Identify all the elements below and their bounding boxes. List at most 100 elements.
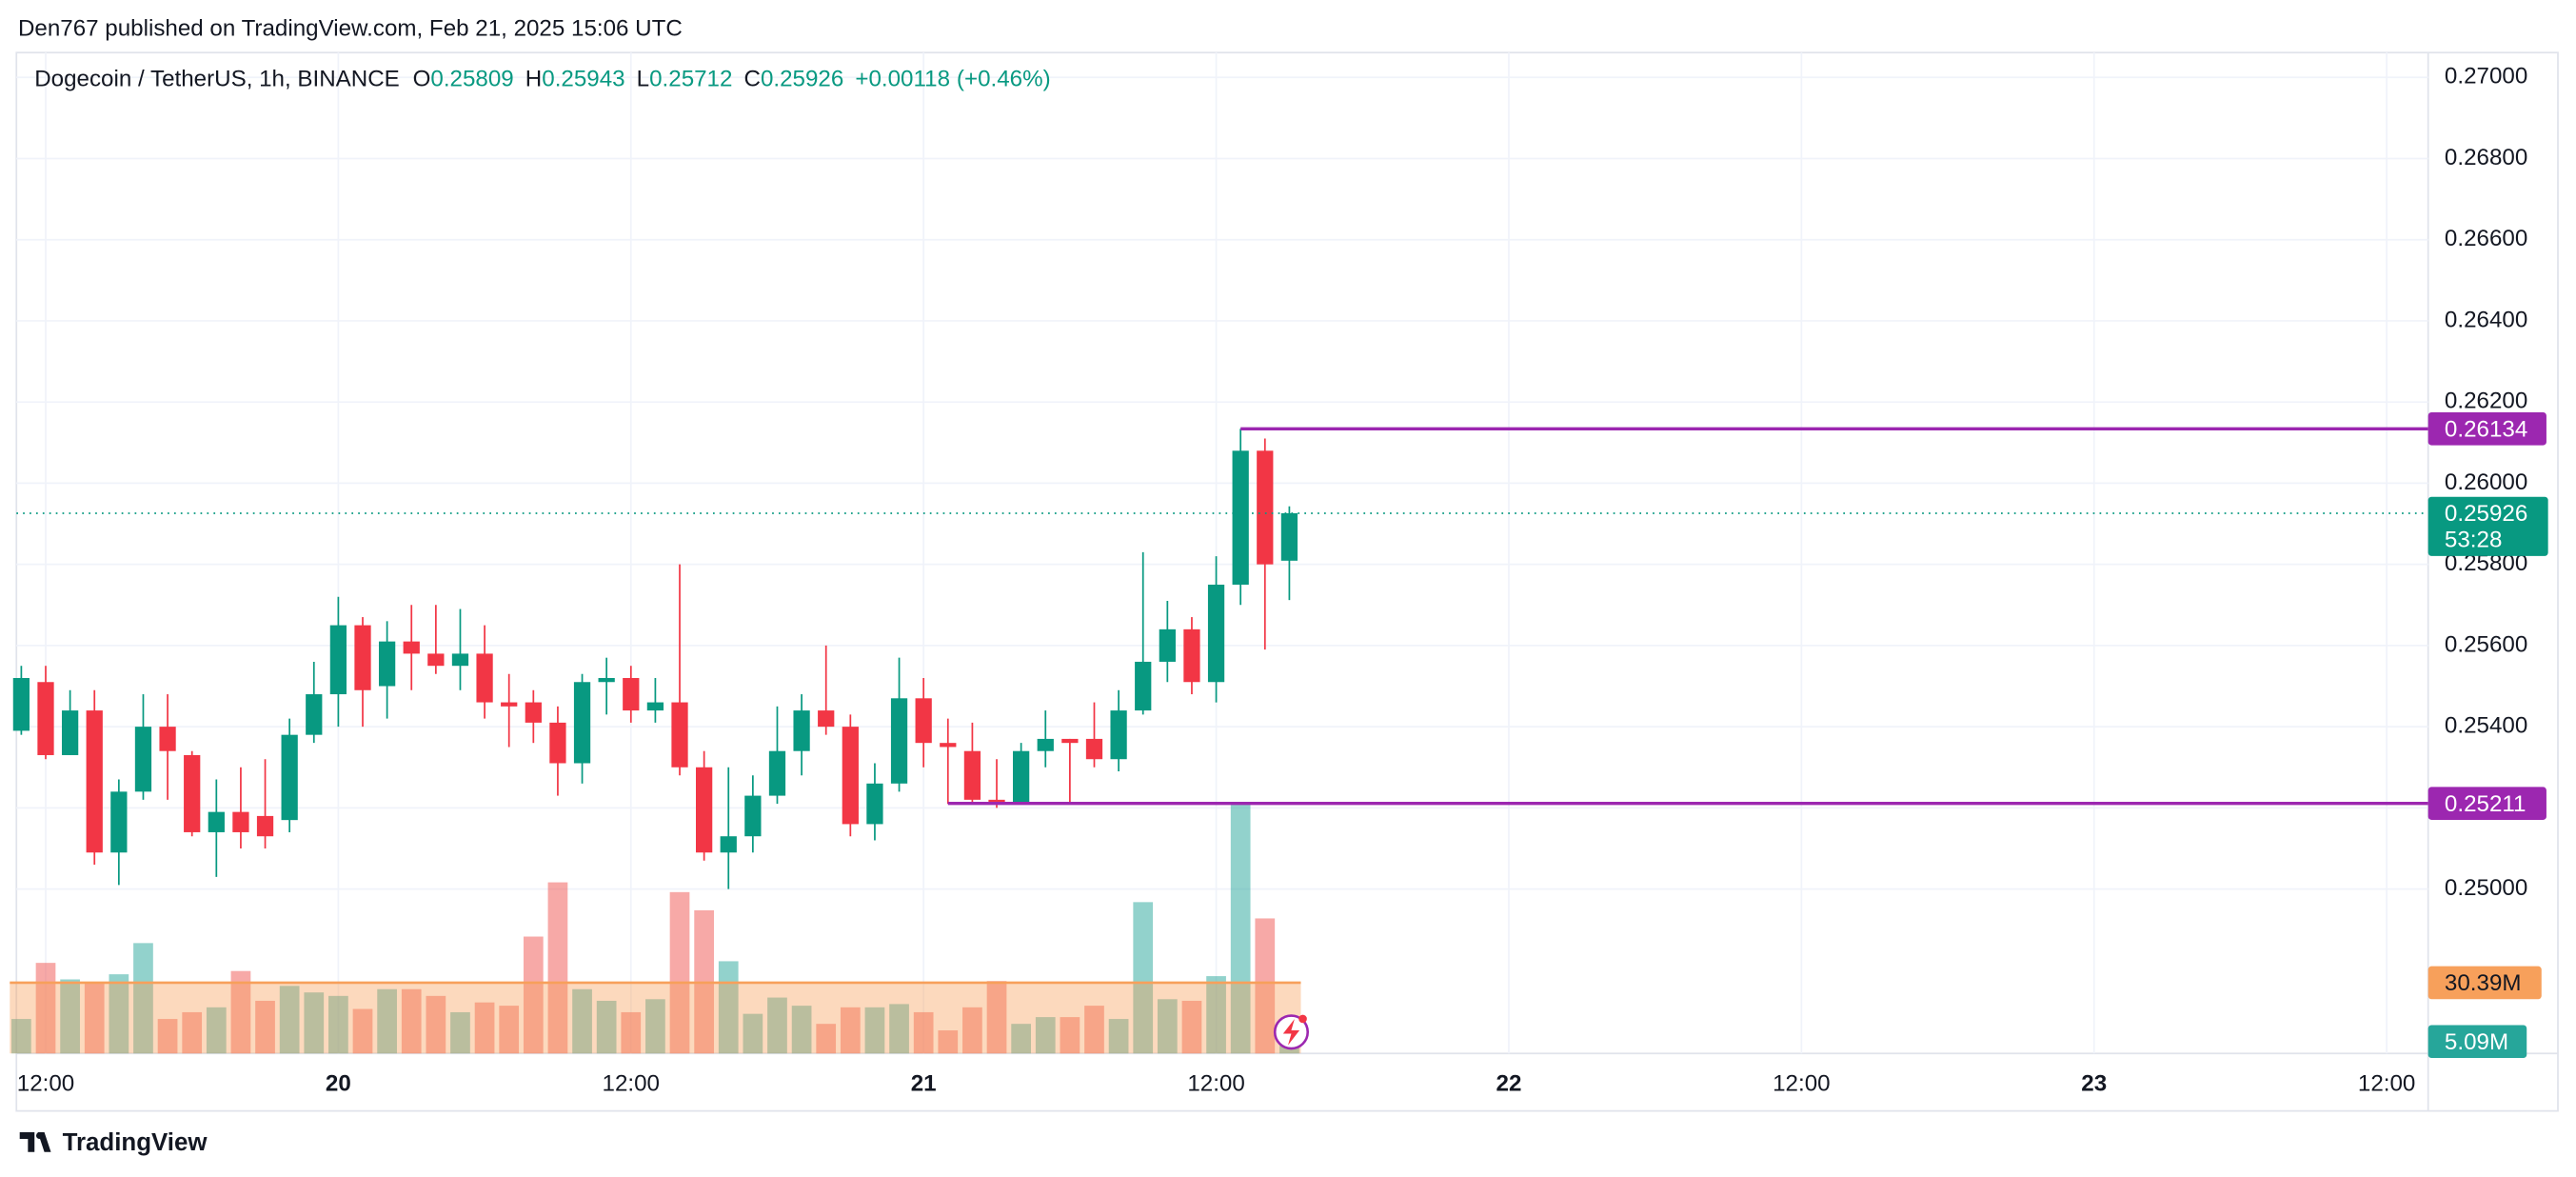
candle-body — [306, 694, 323, 735]
candle-body — [232, 811, 249, 832]
volume-bar — [328, 995, 348, 1054]
volume-bar — [669, 891, 690, 1054]
last-price-box — [2427, 496, 2548, 556]
legend-value: 0.25712 — [649, 67, 732, 92]
volume-bar — [840, 1007, 861, 1054]
legend-value: 0.25926 — [761, 67, 843, 92]
volume-bar — [499, 1006, 520, 1054]
candle-body — [1257, 450, 1274, 565]
volume-bar — [1060, 1017, 1080, 1054]
candle-body — [818, 710, 835, 728]
candle-body — [12, 677, 30, 731]
candle-body — [1085, 738, 1103, 760]
x-tick-label: 22 — [1496, 1070, 1522, 1096]
level-label: 0.26134 — [2445, 416, 2527, 442]
x-tick-label: 12:00 — [17, 1070, 74, 1096]
candle-body — [184, 754, 201, 832]
volume-bar — [816, 1024, 837, 1054]
x-tick-label: 12:00 — [1187, 1070, 1244, 1096]
volume-bar — [206, 1007, 227, 1054]
volume-bar — [474, 1002, 495, 1054]
y-tick-label: 0.26000 — [2445, 469, 2527, 495]
level-label-box — [2427, 412, 2546, 446]
candle-body — [646, 702, 664, 711]
volume-bar — [1084, 1006, 1104, 1054]
candle-body — [525, 702, 542, 723]
volume-bar — [767, 997, 787, 1054]
volume-bar — [1181, 1000, 1202, 1054]
volume-bar — [60, 979, 80, 1054]
candle-body — [1183, 628, 1200, 683]
candle-body — [842, 727, 859, 825]
candle-body — [208, 811, 225, 832]
volume-bar — [1230, 803, 1251, 1054]
candle-body — [623, 677, 640, 711]
volume-bar — [35, 963, 56, 1054]
candle-body — [1013, 750, 1030, 805]
candle-body — [963, 750, 981, 800]
candle-body — [696, 767, 713, 853]
candle-body — [281, 734, 298, 821]
legend-change-percent: (+0.46%) — [957, 67, 1051, 92]
x-tick-label: 23 — [2081, 1070, 2107, 1096]
y-tick-label: 0.26800 — [2445, 145, 2527, 170]
volume-bar — [1108, 1019, 1129, 1054]
candle-body — [671, 702, 688, 768]
level-label-box — [2427, 787, 2546, 820]
brand: TradingView — [63, 1129, 208, 1156]
volume-bar — [255, 1000, 275, 1054]
volume-bar — [547, 882, 568, 1054]
volume-bar — [157, 1019, 178, 1054]
candle-body — [1159, 628, 1176, 662]
candle-body — [354, 625, 371, 690]
x-tick-label: 20 — [326, 1070, 351, 1096]
volume-bar — [450, 1011, 470, 1054]
candle-body — [1037, 738, 1054, 751]
volume-bar — [401, 988, 422, 1054]
volume-bar — [986, 981, 1007, 1054]
volume-bar — [11, 1019, 31, 1054]
volume-ma-area — [10, 982, 1301, 1054]
candle-body — [940, 743, 957, 748]
y-tick-label: 0.25600 — [2445, 631, 2527, 657]
candle-body — [476, 653, 493, 703]
legend-change: +0.00118 — [855, 67, 950, 92]
legend-key: H — [525, 67, 542, 92]
volume-bar — [230, 970, 251, 1054]
volume-ma-box — [2427, 966, 2542, 1000]
candle-body — [427, 653, 445, 667]
y-tick-label: 0.26400 — [2445, 307, 2527, 332]
volume-bar — [1206, 976, 1226, 1054]
volume-bar — [645, 999, 665, 1054]
volume-bar — [1255, 918, 1276, 1054]
y-tick-label: 0.25400 — [2445, 713, 2527, 739]
volume-ma-label: 30.39M — [2445, 970, 2522, 996]
volume-last-label: 5.09M — [2445, 1029, 2508, 1055]
brand-logo — [19, 1132, 51, 1152]
volume-bar — [352, 1008, 373, 1054]
legend: Dogecoin / TetherUS, 1h, BINANCE O0.25809… — [34, 67, 1050, 92]
last-price-label: 0.25926 — [2445, 501, 2527, 527]
volume-bar — [913, 1011, 934, 1054]
candle-body — [1061, 738, 1079, 744]
candle-body — [86, 710, 103, 853]
candle-body — [549, 722, 566, 764]
volume-bar — [1011, 1024, 1031, 1054]
candle-body — [915, 698, 932, 744]
candle-body — [1110, 710, 1127, 760]
volume-bar — [304, 992, 325, 1054]
volume-bar — [938, 1030, 959, 1054]
candle-body — [1280, 512, 1298, 561]
candle-body — [890, 698, 908, 784]
symbol: Dogecoin / TetherUS, 1h, BINANCE — [34, 67, 400, 92]
candle-body — [720, 836, 737, 853]
volume-last-box — [2427, 1025, 2527, 1059]
y-tick-label: 0.26200 — [2445, 389, 2527, 414]
legend-value: 0.25809 — [430, 67, 513, 92]
candle-body — [451, 653, 469, 667]
x-tick-label: 12:00 — [603, 1070, 660, 1096]
chart-frame — [15, 51, 2559, 1112]
volume-bar — [109, 974, 129, 1054]
